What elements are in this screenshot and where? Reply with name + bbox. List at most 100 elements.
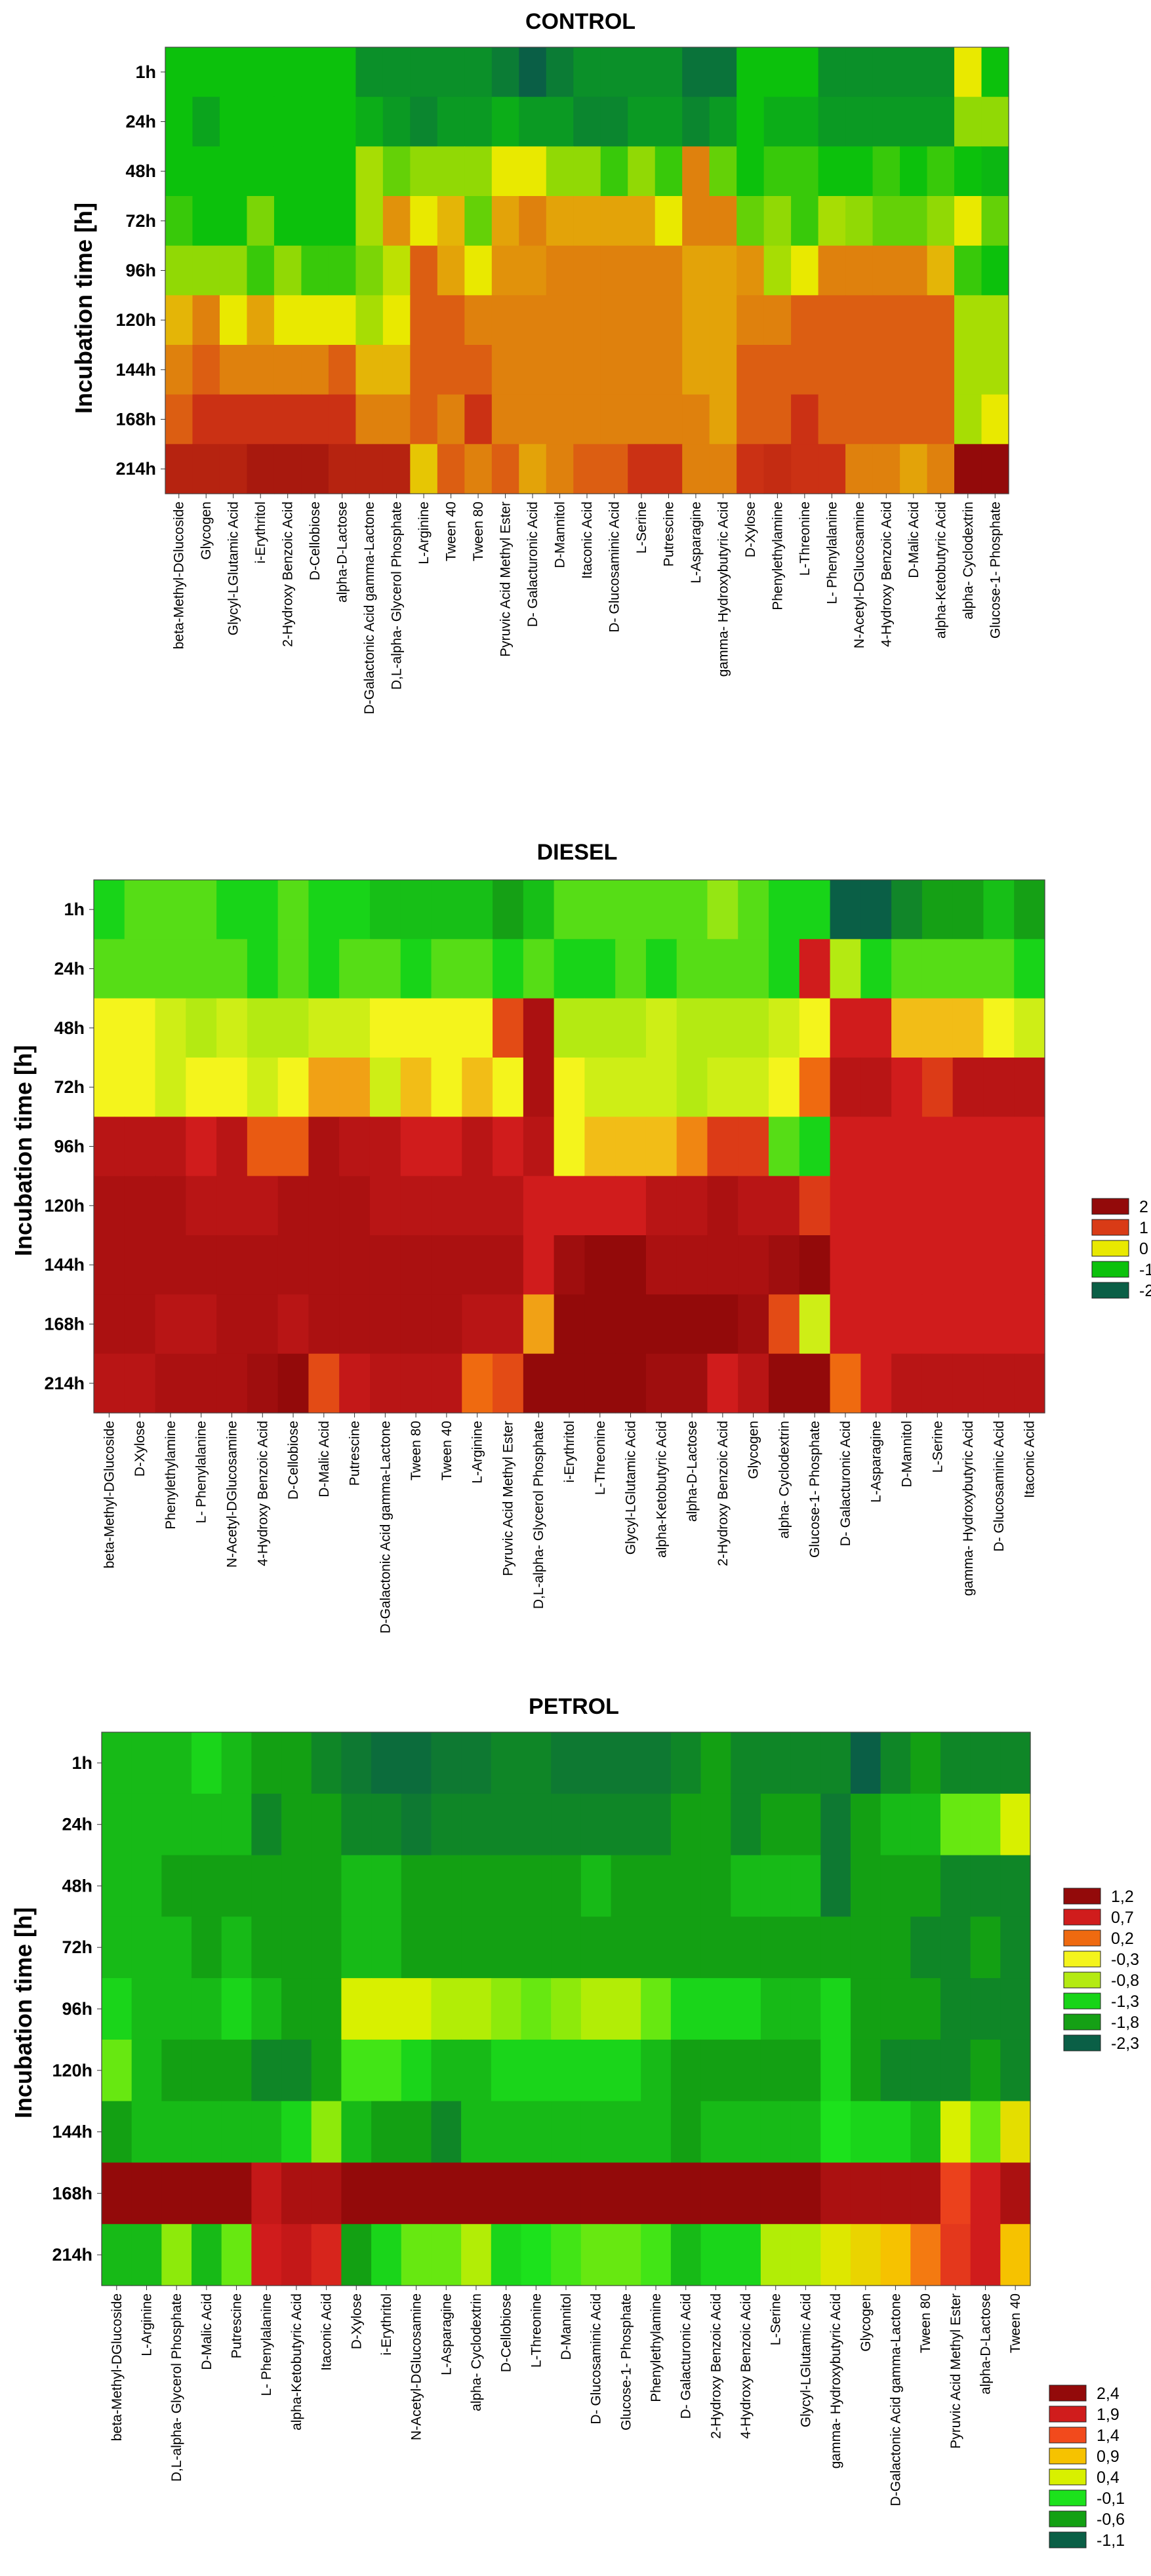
- heatmap-cell: [247, 880, 279, 940]
- heatmap-cell: [1000, 2162, 1031, 2225]
- heatmap-cell: [731, 2162, 761, 2225]
- heatmap-cell: [155, 880, 186, 940]
- heatmap-cell: [760, 2162, 792, 2225]
- heatmap-cell: [580, 2162, 612, 2225]
- row-label: 96h: [54, 1137, 85, 1157]
- legend-swatch: [1063, 1992, 1101, 2010]
- heatmap-cell: [737, 196, 765, 247]
- heatmap-cell: [521, 1855, 552, 1917]
- heatmap-cell: [910, 2224, 941, 2286]
- heatmap-cell: [216, 998, 248, 1058]
- heatmap-cell: [369, 1176, 401, 1236]
- heatmap-cell: [341, 1732, 372, 1794]
- heatmap-cell: [371, 1732, 402, 1794]
- heatmap-cell: [628, 96, 656, 147]
- heatmap-cell: [709, 47, 737, 98]
- heatmap-cell: [369, 1235, 401, 1295]
- column-label: L-Arginine: [140, 2293, 155, 2356]
- heatmap-cell: [952, 998, 984, 1058]
- heatmap-cell: [791, 196, 819, 247]
- heatmap-cell: [580, 1855, 612, 1917]
- legend-label: 1,9: [1097, 2406, 1120, 2424]
- chart-title: DIESEL: [537, 840, 618, 865]
- heatmap-cell: [763, 444, 792, 494]
- heatmap-cell: [830, 939, 861, 999]
- heatmap-cell: [954, 146, 982, 197]
- column-label: D-Malic Acid: [317, 1421, 332, 1497]
- heatmap-cell: [954, 394, 982, 445]
- heatmap-cell: [371, 2224, 402, 2286]
- heatmap-cell: [655, 394, 683, 445]
- heatmap-cell: [400, 1176, 432, 1236]
- row-label: 96h: [125, 261, 156, 281]
- heatmap-cell: [131, 2039, 162, 2102]
- heatmap-cell: [554, 1117, 585, 1177]
- heatmap-cell: [192, 2162, 222, 2225]
- heatmap-cell: [462, 880, 493, 940]
- legend-label: 2: [1139, 1198, 1148, 1216]
- heatmap-cell: [277, 998, 310, 1058]
- heatmap-cell: [462, 1294, 493, 1355]
- heatmap-cell: [251, 1978, 282, 2040]
- legend-swatch: [1091, 1261, 1129, 1278]
- heatmap-cell: [700, 2162, 731, 2225]
- heatmap-cell: [554, 1176, 585, 1236]
- column-label: Tween 80: [918, 2293, 933, 2353]
- legend-label: -0,6: [1097, 2510, 1125, 2529]
- heatmap-cell: [301, 295, 329, 346]
- heatmap-cell: [464, 295, 493, 346]
- heatmap-cell: [410, 96, 438, 147]
- heatmap-cell: [573, 47, 601, 98]
- heatmap-cell: [845, 47, 874, 98]
- heatmap-cell: [981, 245, 1009, 296]
- column-label: 4-Hydroxy Benzoic Acid: [738, 2293, 754, 2439]
- heatmap-cell: [301, 444, 329, 494]
- column-label: Itaconic Acid: [580, 502, 595, 579]
- heatmap-cell: [707, 1353, 738, 1414]
- heatmap-cell: [124, 939, 156, 999]
- heatmap-cell: [216, 880, 248, 940]
- heatmap-cell: [102, 2162, 132, 2225]
- heatmap-cell: [615, 939, 647, 999]
- heatmap-cell: [94, 880, 125, 940]
- heatmap-cell: [554, 998, 585, 1058]
- heatmap-cell: [277, 880, 310, 940]
- heatmap-cell: [670, 1978, 702, 2040]
- heatmap-cell: [301, 196, 329, 247]
- heatmap-cell: [850, 2162, 881, 2225]
- petrol-heatmap-panel: PETROL Incubation time [h] 1h 24h 48h 72h 96…: [10, 1694, 1125, 2550]
- heatmap-cell: [273, 444, 302, 494]
- heatmap-cell: [186, 1117, 217, 1177]
- heatmap-cell: [124, 1294, 156, 1355]
- heatmap-cell: [818, 245, 846, 296]
- heatmap-cell: [464, 196, 493, 247]
- heatmap-cell: [799, 1353, 831, 1414]
- heatmap-cell: [94, 1353, 125, 1414]
- heatmap-cell: [611, 1978, 641, 2040]
- heatmap-cell: [910, 1732, 941, 1794]
- heatmap-cell: [277, 1117, 310, 1177]
- heatmap-cell: [339, 939, 371, 999]
- heatmap-cell: [940, 2101, 971, 2164]
- heatmap-cell: [682, 47, 710, 98]
- heatmap-cell: [247, 1353, 279, 1414]
- heatmap-cell: [981, 295, 1009, 346]
- heatmap-cell: [431, 1978, 462, 2040]
- heatmap-cell: [221, 1916, 252, 1979]
- column-label: alpha-Ketobutyric Acid: [289, 2293, 304, 2430]
- heatmap-cell: [655, 146, 683, 197]
- heatmap-cell: [192, 146, 220, 197]
- column-label: Putrescine: [662, 502, 677, 566]
- heatmap-cell: [970, 2224, 1001, 2286]
- heatmap-cell: [611, 2162, 641, 2225]
- heatmap-cell: [277, 1058, 310, 1117]
- heatmap-cell: [192, 2039, 222, 2102]
- column-label: Itaconic Acid: [319, 2293, 334, 2371]
- color-legend: 1,2 0,7 0,2 -0,3 -0,8 -1,3 -1,8 -2,3: [1063, 1888, 1139, 2053]
- heatmap-cell: [700, 1732, 731, 1794]
- legend-label: 0,7: [1111, 1909, 1134, 1927]
- heatmap-cell: [437, 245, 465, 296]
- heatmap-cell: [311, 2224, 342, 2286]
- heatmap-cell: [462, 1058, 493, 1117]
- heatmap-cell: [221, 1732, 252, 1794]
